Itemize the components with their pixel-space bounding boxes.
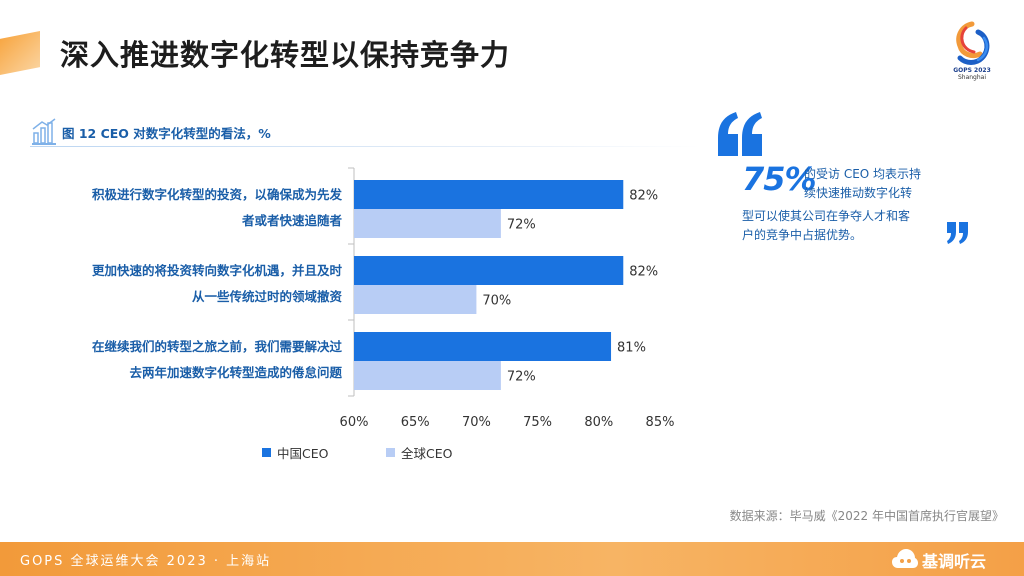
bar-global-2 [354,285,477,314]
data-label-global-3: 72% [507,370,536,385]
quote-line-3: 型可以使其公司在争夺人才和客 [742,209,911,223]
data-label-global-1: 72% [507,218,536,233]
x-tick-label-3: 70% [462,415,491,430]
quote-line-4: 户的竞争中占据优势。 [742,228,863,242]
quote-open-icon [718,112,762,156]
title-accent-shape [0,31,40,75]
footer-bar [0,542,1024,576]
data-label-global-2: 70% [482,294,511,309]
data-label-china-3: 81% [617,341,646,356]
bar-china-1 [354,180,624,209]
legend-label-china: 中国CEO [277,446,329,461]
quote-close-icon [947,222,968,244]
chart-icon [32,118,56,145]
bar-global-3 [354,361,501,390]
highlight-percentage: 75% [742,160,817,198]
x-tick-label-4: 75% [523,415,552,430]
data-label-china-2: 82% [629,265,658,280]
legend-item-china: 中国CEO [262,443,328,462]
x-tick-label-1: 60% [340,415,369,430]
category-label-2-line-2: 从一些传统过时的领域撤资 [191,289,342,304]
legend-item-global: 全球CEO [386,443,452,462]
category-label-3: 在继续我们的转型之旅之前，我们需要解决过 去两年加速数字化转型造成的倦怠问题 [20,334,342,386]
logo-city-label: Shanghai [957,74,987,81]
legend-swatch-china [262,448,271,457]
category-label-2-line-1: 更加快速的将投资转向数字化机遇，并且及时 [91,263,342,278]
data-source-note: 数据来源：毕马威《2022 年中国首席执行官展望》 [729,509,1004,523]
category-label-2: 更加快速的将投资转向数字化机遇，并且及时 从一些传统过时的领域撤资 [20,258,342,310]
bar-china-2 [354,256,624,285]
category-label-1-line-2: 者或者快速追随者 [241,213,342,228]
category-label-1-line-1: 积极进行数字化转型的投资，以确保成为先发 [91,187,342,202]
quote-line-1: 的受访 CEO 均表示持 [804,167,922,181]
category-label-3-line-1: 在继续我们的转型之旅之前，我们需要解决过 [91,339,342,354]
x-tick-label-6: 85% [646,415,675,430]
legend-swatch-global [386,448,395,457]
quote-line-2: 续快速推动数字化转 [804,186,913,200]
x-tick-label-2: 65% [401,415,430,430]
category-label-3-line-2: 去两年加速数字化转型造成的倦怠问题 [129,365,342,380]
category-label-1: 积极进行数字化转型的投资，以确保成为先发 者或者快速追随者 [20,182,342,234]
legend-label-global: 全球CEO [401,446,453,461]
gops-logo-icon [956,21,990,65]
footer-event-label: GOPS 全球运维大会 2023 · 上海站 [20,554,272,569]
logo-event-label: GOPS 2023 [953,67,991,74]
page-title: 深入推进数字化转型以保持竞争力 [60,38,511,72]
bar-global-1 [354,209,501,238]
footer-brand-name: 基调听云 [922,552,987,571]
bar-china-3 [354,332,612,361]
x-tick-label-5: 80% [584,415,613,430]
cloud-logo-icon [892,549,918,568]
figure-title-divider [30,146,700,147]
data-label-china-1: 82% [629,189,658,204]
figure-title: 图 12 CEO 对数字化转型的看法，% [62,126,271,141]
